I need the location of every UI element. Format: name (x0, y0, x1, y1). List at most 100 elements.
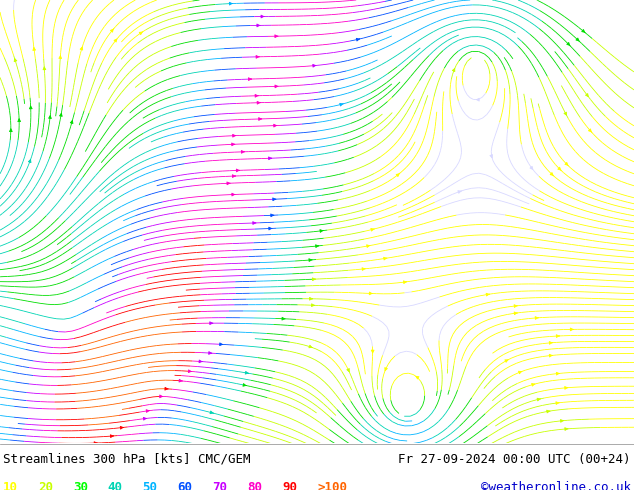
FancyArrowPatch shape (210, 411, 214, 414)
FancyArrowPatch shape (505, 360, 508, 362)
FancyArrowPatch shape (18, 119, 20, 122)
FancyArrowPatch shape (275, 85, 278, 88)
Text: Streamlines 300 hPa [kts] CMC/GEM: Streamlines 300 hPa [kts] CMC/GEM (3, 453, 250, 466)
Text: 60: 60 (178, 481, 193, 490)
FancyArrowPatch shape (230, 2, 233, 5)
Text: >100: >100 (317, 481, 347, 490)
FancyArrowPatch shape (530, 166, 533, 170)
FancyArrowPatch shape (356, 38, 359, 41)
FancyArrowPatch shape (476, 98, 479, 101)
FancyArrowPatch shape (416, 376, 419, 379)
FancyArrowPatch shape (340, 103, 343, 106)
FancyArrowPatch shape (29, 160, 31, 163)
FancyArrowPatch shape (29, 106, 32, 109)
FancyArrowPatch shape (269, 157, 272, 160)
FancyArrowPatch shape (59, 56, 61, 59)
FancyArrowPatch shape (253, 221, 256, 224)
FancyArrowPatch shape (311, 304, 314, 307)
FancyArrowPatch shape (403, 281, 406, 284)
FancyArrowPatch shape (490, 155, 493, 158)
Text: 20: 20 (38, 481, 53, 490)
FancyArrowPatch shape (564, 112, 567, 115)
Text: 70: 70 (212, 481, 228, 490)
FancyArrowPatch shape (396, 173, 400, 176)
FancyArrowPatch shape (43, 67, 46, 70)
FancyArrowPatch shape (165, 388, 168, 390)
FancyArrowPatch shape (179, 379, 182, 382)
FancyArrowPatch shape (146, 410, 150, 413)
FancyArrowPatch shape (257, 24, 260, 27)
FancyArrowPatch shape (273, 198, 276, 201)
FancyArrowPatch shape (452, 69, 455, 72)
FancyArrowPatch shape (486, 294, 489, 296)
FancyArrowPatch shape (576, 38, 579, 42)
FancyArrowPatch shape (532, 384, 535, 386)
FancyArrowPatch shape (236, 169, 240, 172)
FancyArrowPatch shape (227, 182, 230, 185)
FancyArrowPatch shape (547, 410, 550, 413)
FancyArrowPatch shape (245, 371, 249, 374)
FancyArrowPatch shape (210, 322, 213, 324)
Text: 80: 80 (247, 481, 262, 490)
FancyArrowPatch shape (114, 39, 117, 42)
FancyArrowPatch shape (514, 312, 517, 315)
FancyArrowPatch shape (80, 47, 83, 50)
FancyArrowPatch shape (10, 129, 12, 132)
FancyArrowPatch shape (282, 318, 285, 320)
FancyArrowPatch shape (313, 64, 316, 67)
FancyArrowPatch shape (257, 101, 261, 104)
FancyArrowPatch shape (458, 191, 462, 193)
FancyArrowPatch shape (232, 193, 235, 196)
FancyArrowPatch shape (567, 43, 571, 46)
FancyArrowPatch shape (347, 368, 349, 372)
FancyArrowPatch shape (366, 245, 370, 247)
FancyArrowPatch shape (556, 335, 559, 338)
FancyArrowPatch shape (565, 162, 569, 166)
FancyArrowPatch shape (549, 342, 552, 344)
FancyArrowPatch shape (120, 426, 124, 429)
FancyArrowPatch shape (549, 354, 552, 357)
FancyArrowPatch shape (199, 360, 202, 363)
FancyArrowPatch shape (385, 368, 387, 370)
FancyArrowPatch shape (259, 118, 262, 121)
FancyArrowPatch shape (586, 94, 588, 97)
FancyArrowPatch shape (110, 435, 113, 438)
Text: 50: 50 (143, 481, 158, 490)
FancyArrowPatch shape (232, 175, 235, 177)
FancyArrowPatch shape (14, 59, 17, 62)
FancyArrowPatch shape (269, 227, 272, 230)
Text: 10: 10 (3, 481, 18, 490)
Text: Fr 27-09-2024 00:00 UTC (00+24): Fr 27-09-2024 00:00 UTC (00+24) (398, 453, 631, 466)
FancyArrowPatch shape (94, 441, 98, 444)
FancyArrowPatch shape (209, 352, 212, 354)
FancyArrowPatch shape (535, 317, 538, 319)
FancyArrowPatch shape (243, 384, 246, 386)
FancyArrowPatch shape (309, 345, 313, 348)
FancyArrowPatch shape (219, 343, 223, 345)
FancyArrowPatch shape (256, 55, 259, 58)
FancyArrowPatch shape (369, 292, 372, 295)
FancyArrowPatch shape (362, 268, 365, 270)
FancyArrowPatch shape (588, 129, 592, 132)
FancyArrowPatch shape (558, 167, 561, 171)
FancyArrowPatch shape (309, 259, 312, 262)
FancyArrowPatch shape (274, 124, 277, 127)
FancyArrowPatch shape (316, 245, 319, 247)
FancyArrowPatch shape (271, 214, 274, 217)
FancyArrowPatch shape (275, 35, 278, 38)
FancyArrowPatch shape (242, 150, 245, 153)
FancyArrowPatch shape (188, 370, 191, 372)
FancyArrowPatch shape (565, 428, 568, 430)
FancyArrowPatch shape (565, 387, 568, 389)
FancyArrowPatch shape (143, 417, 146, 420)
FancyArrowPatch shape (556, 402, 559, 404)
Text: 40: 40 (108, 481, 123, 490)
FancyArrowPatch shape (571, 328, 573, 331)
FancyArrowPatch shape (231, 143, 235, 146)
FancyArrowPatch shape (233, 134, 236, 137)
FancyArrowPatch shape (514, 305, 517, 307)
FancyArrowPatch shape (255, 95, 258, 97)
Text: ©weatheronline.co.uk: ©weatheronline.co.uk (481, 481, 631, 490)
FancyArrowPatch shape (309, 297, 313, 300)
FancyArrowPatch shape (160, 395, 163, 398)
